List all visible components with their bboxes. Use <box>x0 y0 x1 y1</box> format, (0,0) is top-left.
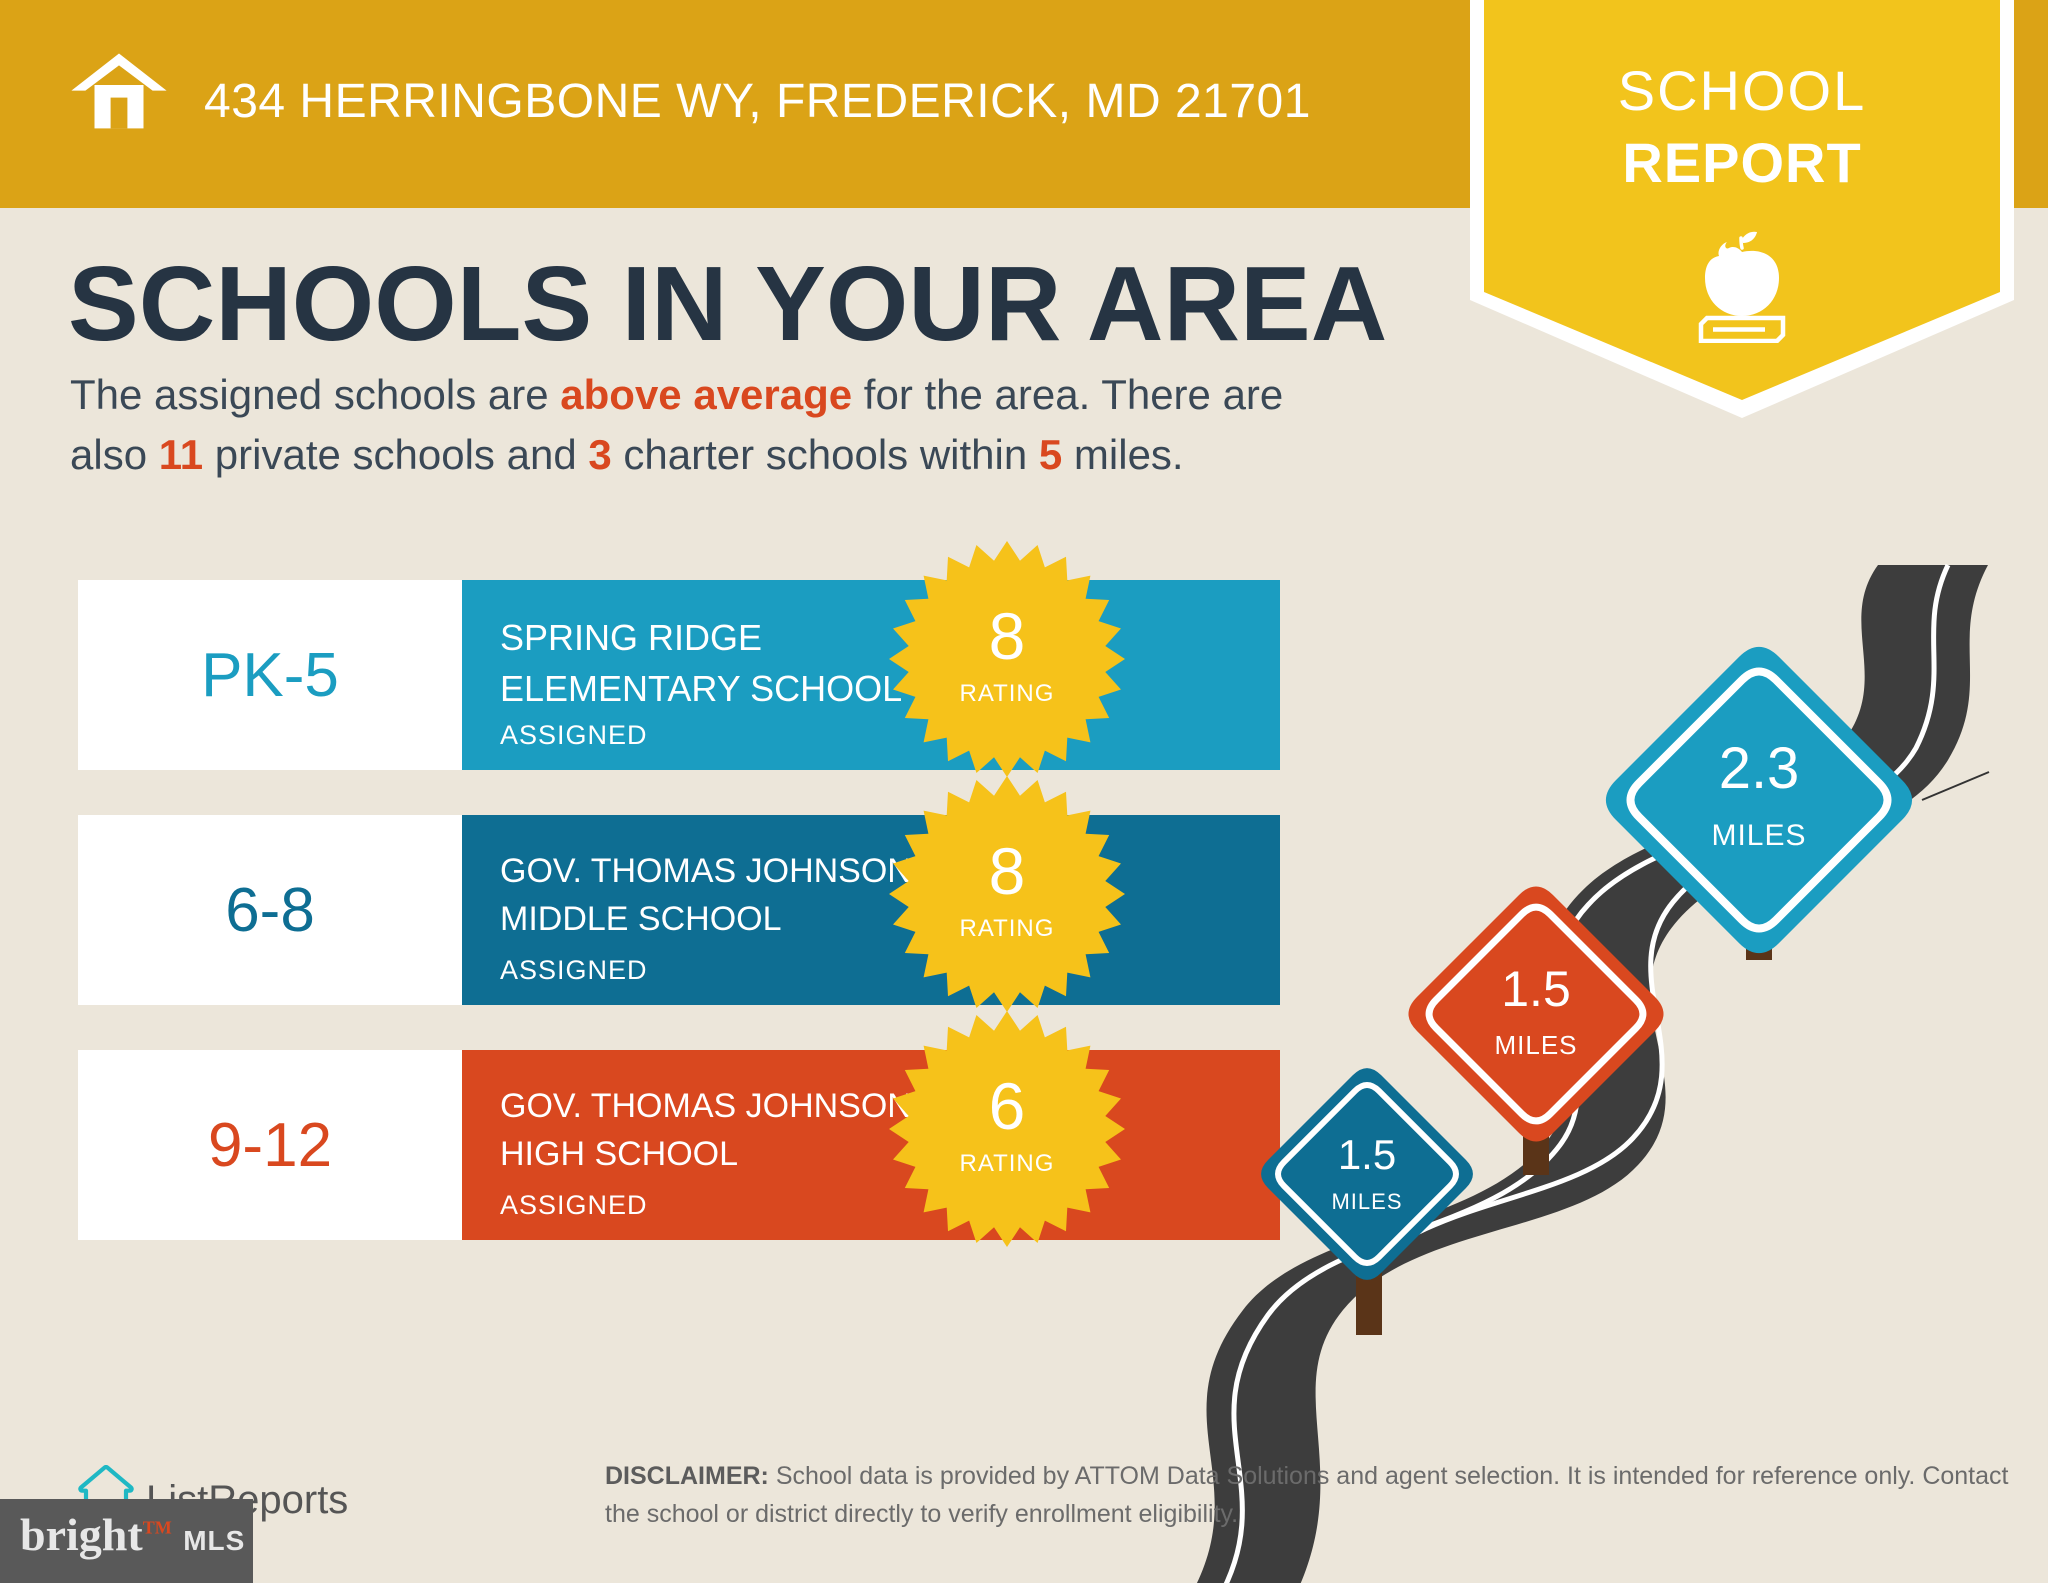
svg-text:2.3: 2.3 <box>1719 736 1800 801</box>
svg-text:MILES: MILES <box>1711 819 1806 852</box>
svg-text:MILES: MILES <box>1494 1030 1577 1060</box>
svg-text:MILES: MILES <box>1331 1189 1402 1214</box>
svg-text:1.5: 1.5 <box>1338 1131 1396 1178</box>
svg-text:1.5: 1.5 <box>1501 961 1571 1017</box>
